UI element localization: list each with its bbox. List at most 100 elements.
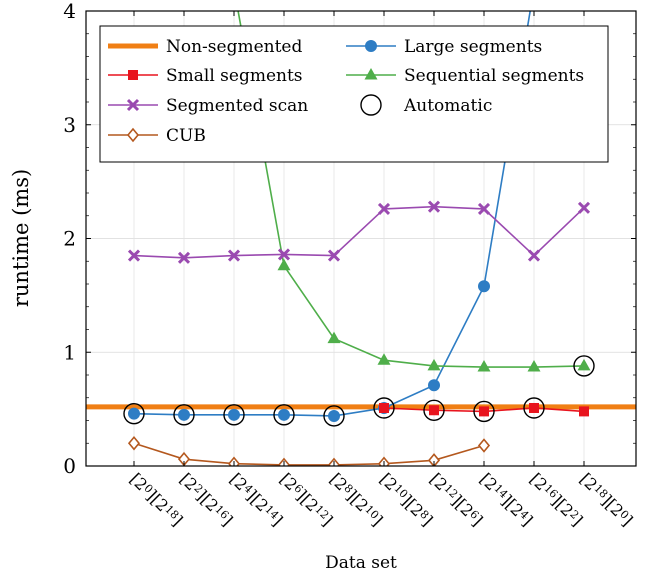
point bbox=[277, 258, 291, 271]
point bbox=[177, 251, 191, 264]
x-tick-label: [218][20] bbox=[576, 469, 636, 529]
series-automatic bbox=[123, 355, 595, 427]
legend-box bbox=[99, 25, 609, 163]
point bbox=[228, 408, 240, 421]
point bbox=[173, 404, 195, 426]
point bbox=[128, 70, 138, 80]
point bbox=[529, 402, 539, 413]
legend-label: Segmented scan bbox=[166, 96, 308, 116]
point-stroke bbox=[227, 249, 241, 262]
point bbox=[427, 358, 441, 371]
point bbox=[278, 408, 290, 421]
point bbox=[126, 98, 140, 112]
y-tick-label: 3 bbox=[63, 113, 76, 137]
point bbox=[327, 249, 341, 262]
legend-item-large-segments: Large segments bbox=[346, 37, 542, 57]
point bbox=[423, 399, 445, 421]
point bbox=[428, 379, 440, 392]
y-tick-label: 4 bbox=[63, 0, 76, 23]
point-stroke bbox=[377, 202, 391, 215]
point bbox=[479, 406, 489, 417]
point-stroke bbox=[477, 202, 491, 215]
x-axis-title: Data set bbox=[325, 553, 397, 573]
point bbox=[523, 397, 545, 419]
point bbox=[477, 202, 491, 215]
point bbox=[478, 280, 490, 293]
point bbox=[328, 409, 340, 422]
legend-item-sequential-segments: Sequential segments bbox=[346, 66, 584, 86]
series-small-segments bbox=[379, 402, 589, 417]
x-tick-label: [20][218] bbox=[126, 469, 186, 529]
point-stroke bbox=[327, 249, 341, 262]
point bbox=[377, 353, 391, 365]
point bbox=[579, 406, 589, 417]
point-stroke bbox=[427, 200, 441, 213]
point bbox=[126, 127, 140, 143]
y-axis: 0 1 2 3 4 bbox=[63, 0, 636, 478]
point bbox=[473, 400, 495, 423]
point bbox=[364, 68, 378, 80]
series-line bbox=[237, 11, 585, 368]
point bbox=[477, 438, 491, 453]
point bbox=[377, 202, 391, 215]
point-stroke bbox=[277, 248, 291, 261]
legend-label: Sequential segments bbox=[404, 66, 584, 86]
y-axis-title: runtime (ms) bbox=[9, 169, 33, 307]
legend-item-small-segments: Small segments bbox=[108, 66, 303, 86]
legend-label: Automatic bbox=[403, 96, 492, 116]
point-stroke bbox=[527, 249, 541, 262]
y-tick-label: 1 bbox=[63, 340, 76, 364]
point bbox=[477, 360, 491, 372]
series-line bbox=[133, 205, 585, 259]
legend-item-non-segmented: Non-segmented bbox=[108, 37, 302, 57]
point bbox=[178, 408, 190, 421]
legend-label: Small segments bbox=[166, 66, 303, 86]
y-tick-label: 0 bbox=[63, 454, 76, 478]
x-tick-label: [26][212] bbox=[276, 469, 336, 529]
point bbox=[379, 402, 389, 413]
point bbox=[427, 453, 441, 466]
point bbox=[123, 402, 145, 425]
x-tick-label: [214][24] bbox=[476, 469, 536, 529]
y-tick-label: 2 bbox=[63, 227, 76, 251]
legend-label: CUB bbox=[166, 126, 206, 146]
x-tick-label: [24][214] bbox=[226, 469, 286, 529]
series-segmented-scan bbox=[127, 200, 591, 264]
point bbox=[360, 94, 382, 116]
point-stroke bbox=[127, 249, 141, 262]
legend-label: Large segments bbox=[404, 37, 542, 57]
point-stroke bbox=[577, 201, 591, 214]
point bbox=[577, 201, 591, 214]
point bbox=[427, 200, 441, 213]
point-stroke bbox=[177, 251, 191, 264]
point bbox=[223, 404, 245, 426]
legend: Non-segmented Large segments Small segment… bbox=[99, 25, 609, 163]
point bbox=[577, 358, 591, 371]
point bbox=[527, 360, 541, 372]
series-sequential-segments bbox=[237, 11, 591, 372]
legend-item-automatic: Automatic bbox=[360, 94, 492, 116]
x-tick-label: [210][28] bbox=[376, 469, 436, 529]
x-tick-label: [28][210] bbox=[326, 469, 386, 529]
x-axis: [20][218][22][216][24][214][26][212][28]… bbox=[126, 11, 637, 530]
point bbox=[277, 248, 291, 261]
point bbox=[365, 40, 377, 52]
legend-label: Non-segmented bbox=[166, 37, 302, 57]
point bbox=[273, 404, 295, 426]
point bbox=[127, 249, 141, 262]
point bbox=[373, 397, 395, 419]
series-line bbox=[133, 442, 485, 466]
point bbox=[573, 355, 595, 377]
point bbox=[227, 249, 241, 262]
point bbox=[429, 405, 439, 416]
legend-item-cub: CUB bbox=[108, 126, 206, 146]
legend-item-segmented-scan: Segmented scan bbox=[108, 96, 308, 116]
point bbox=[527, 249, 541, 262]
x-tick-label: [216][22] bbox=[526, 469, 586, 529]
point bbox=[127, 436, 141, 451]
point bbox=[323, 405, 345, 427]
point-stroke bbox=[126, 98, 140, 112]
point bbox=[128, 407, 140, 420]
x-tick-label: [212][26] bbox=[426, 469, 486, 529]
